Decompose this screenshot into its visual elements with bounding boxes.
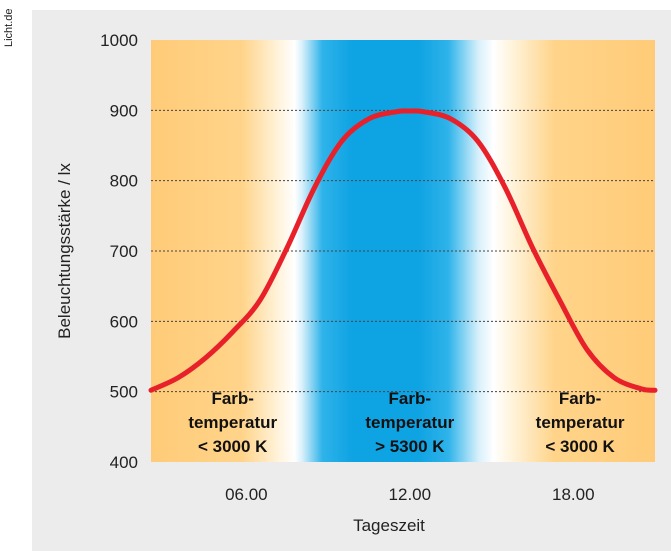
zone-label-line: Farb- — [389, 389, 432, 408]
zone-label-1: Farb-temperatur < 3000 K — [188, 389, 277, 456]
y-tick-400: 400 — [110, 453, 138, 472]
y-tick-labels: 400 500 600 700 800 900 1000 — [100, 31, 138, 472]
zone-label-line: < 3000 K — [545, 437, 615, 456]
zone-label-3: Farb-temperatur < 3000 K — [536, 389, 625, 456]
zone-label-line: temperatur — [188, 413, 277, 432]
y-tick-600: 600 — [110, 312, 138, 331]
y-tick-1000: 1000 — [100, 31, 138, 50]
zone-label-line: temperatur — [365, 413, 454, 432]
x-tick-12.00: 12.00 — [389, 485, 432, 504]
x-tick-labels: 06.00 12.00 18.00 — [225, 485, 594, 504]
zone-label-line: Farb- — [211, 389, 254, 408]
y-tick-900: 900 — [110, 101, 138, 120]
zone-label-line: > 5300 K — [375, 437, 445, 456]
x-axis-label: Tageszeit — [353, 516, 425, 535]
zone-labels: Farb-temperatur < 3000 K Farb-temperatur > … — [188, 389, 625, 456]
zone-label-line: temperatur — [536, 413, 625, 432]
y-tick-500: 500 — [110, 383, 138, 402]
y-tick-700: 700 — [110, 242, 138, 261]
x-tick-06.00: 06.00 — [225, 485, 268, 504]
x-tick-18.00: 18.00 — [552, 485, 595, 504]
zone-label-line: Farb- — [559, 389, 602, 408]
y-axis-label: Beleuchtungsstärke / lx — [55, 163, 74, 339]
zone-label-line: < 3000 K — [198, 437, 268, 456]
series-line — [148, 108, 658, 393]
y-tick-800: 800 — [110, 172, 138, 191]
zone-label-2: Farb-temperatur > 5300 K — [365, 389, 454, 456]
